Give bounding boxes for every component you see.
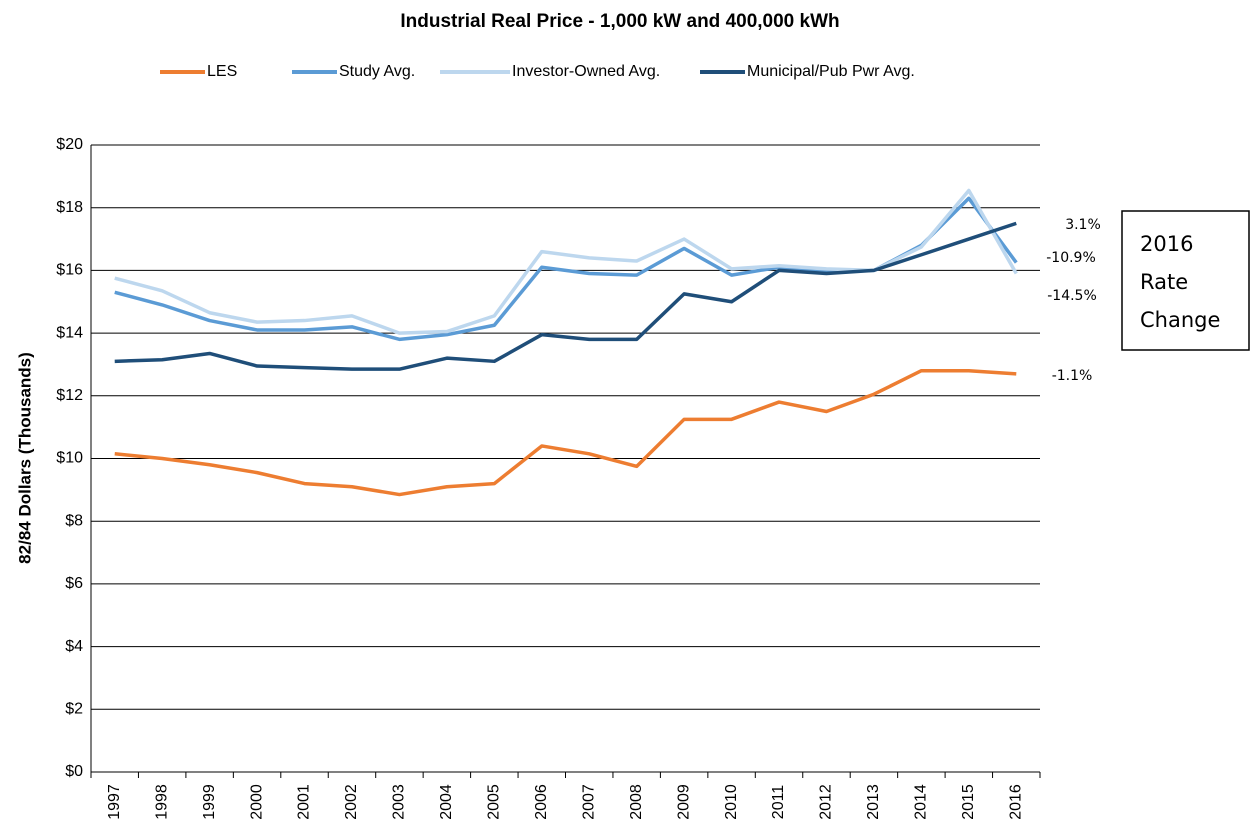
- series-line: [114, 221, 1017, 371]
- x-tick-label: 2015: [960, 784, 977, 820]
- x-tick-label: 2003: [391, 784, 408, 820]
- y-tick-label: $20: [56, 136, 83, 153]
- annotation: -10.9%: [1046, 250, 1096, 266]
- legend-label: LES: [207, 63, 237, 80]
- y-tick-label: $12: [56, 387, 83, 404]
- legend-label: Study Avg.: [339, 63, 415, 80]
- x-tick-label: 2002: [343, 784, 360, 820]
- y-tick-label: $0: [65, 763, 83, 780]
- y-tick-label: $8: [65, 512, 83, 529]
- y-tick-label: $10: [56, 450, 83, 467]
- chart-title: Industrial Real Price - 1,000 kW and 400…: [400, 11, 839, 32]
- annotation: -14.5%: [1047, 288, 1097, 304]
- y-axis-label: 82/84 Dollars (Thousands): [15, 352, 34, 564]
- x-tick-label: 1997: [106, 784, 123, 820]
- x-tick-label: 2010: [723, 784, 740, 820]
- annotation-box-text: Rate: [1140, 270, 1188, 294]
- x-tick-label: 1998: [153, 784, 170, 820]
- x-tick-label: 2000: [248, 784, 265, 820]
- annotation-box-text: Change: [1140, 308, 1220, 332]
- x-tick-label: 2004: [438, 784, 455, 820]
- legend-label: Investor-Owned Avg.: [512, 63, 660, 80]
- y-tick-label: $18: [56, 199, 83, 216]
- x-tick-label: 2013: [865, 784, 882, 820]
- x-tick-label: 2014: [913, 784, 930, 820]
- annotation: -1.1%: [1052, 368, 1093, 384]
- y-tick-label: $16: [56, 262, 83, 279]
- x-tick-label: 2001: [296, 784, 313, 820]
- annotation-box: [1121, 210, 1250, 351]
- x-tick-label: 2005: [486, 784, 503, 820]
- annotation: 3.1%: [1065, 217, 1101, 233]
- x-tick-label: 2007: [580, 784, 597, 820]
- x-tick-label: 2006: [533, 784, 550, 820]
- x-tick-label: 2012: [818, 784, 835, 820]
- x-tick-label: 2011: [770, 785, 787, 820]
- x-tick-label: 2008: [628, 784, 645, 820]
- x-tick-label: 2016: [1007, 784, 1024, 820]
- x-tick-label: 1999: [201, 784, 218, 820]
- y-tick-label: $14: [56, 324, 83, 341]
- x-tick-label: 2009: [675, 784, 692, 820]
- annotation-box-text: 2016: [1140, 232, 1193, 256]
- series-line: [114, 188, 1018, 335]
- legend-label: Municipal/Pub Pwr Avg.: [747, 63, 915, 80]
- series-line: [114, 368, 1017, 497]
- y-tick-label: $4: [65, 638, 83, 655]
- y-tick-label: $2: [65, 701, 83, 718]
- y-tick-label: $6: [65, 575, 83, 592]
